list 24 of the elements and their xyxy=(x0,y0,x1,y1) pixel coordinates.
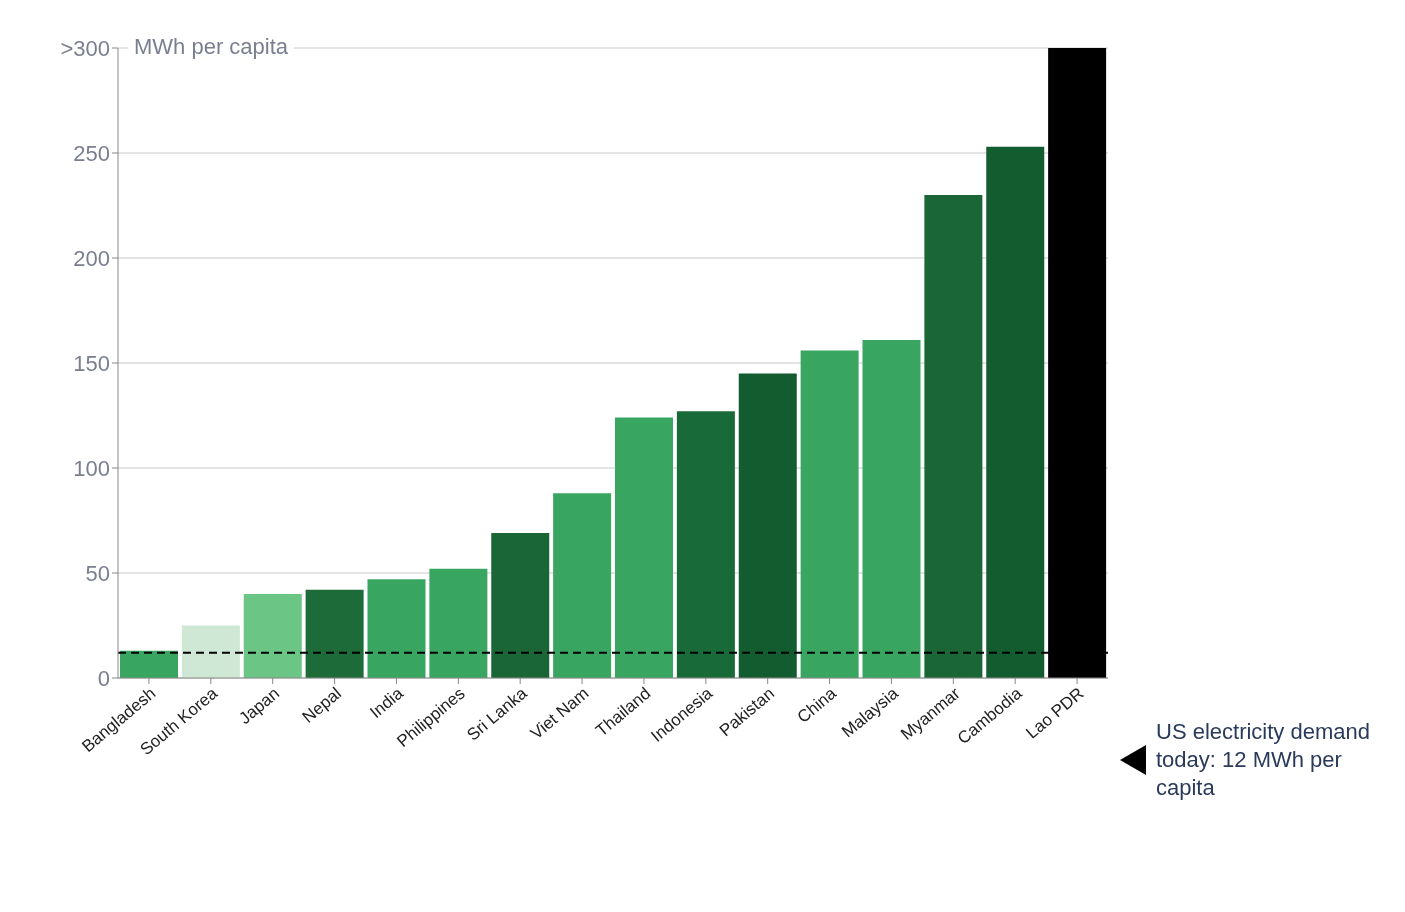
bar xyxy=(615,417,673,678)
y-tick-label: 200 xyxy=(73,245,110,271)
y-axis-title: MWh per capita xyxy=(128,34,295,60)
y-tick-label: 250 xyxy=(73,140,110,166)
bar xyxy=(367,579,426,678)
bar xyxy=(986,146,1045,678)
bar xyxy=(924,195,983,678)
y-tick-label: 100 xyxy=(73,455,110,481)
bar xyxy=(676,411,735,678)
bar xyxy=(738,373,797,678)
bar xyxy=(553,493,612,678)
y-tick-label: >300 xyxy=(60,35,110,61)
bar xyxy=(862,339,921,678)
y-tick-label: 0 xyxy=(97,665,110,691)
bar xyxy=(120,650,178,678)
legend-label: US electricity demand today: 12 MWh per capita xyxy=(1156,718,1371,803)
bar xyxy=(181,625,240,678)
bar xyxy=(429,568,488,678)
bar xyxy=(305,589,364,678)
bar xyxy=(243,594,302,678)
bar xyxy=(800,350,859,678)
y-tick-label: 150 xyxy=(73,350,110,376)
y-tick-label: 50 xyxy=(85,560,110,586)
bar xyxy=(491,533,550,678)
